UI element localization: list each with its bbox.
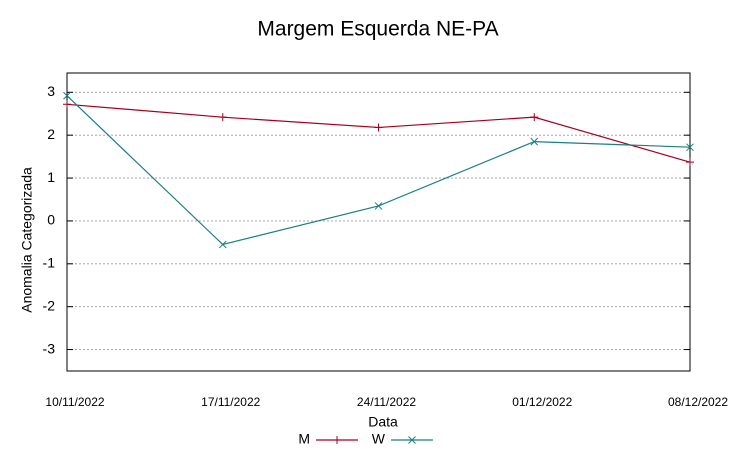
x-tick-label: 24/11/2022 [357, 395, 416, 409]
point [530, 113, 539, 122]
point [374, 202, 383, 210]
legend-label: M [298, 431, 310, 447]
y-tick-label: 3 [47, 83, 55, 99]
point [530, 137, 539, 146]
point [63, 91, 71, 100]
point [374, 123, 383, 132]
y-tick-label: -1 [43, 255, 56, 271]
x-axis-label: Data [368, 414, 398, 430]
y-tick-label: 1 [47, 169, 55, 185]
point [218, 113, 227, 122]
point [686, 143, 694, 152]
y-tick-label: -3 [43, 340, 56, 356]
point [218, 240, 227, 249]
series-line [66, 103, 691, 163]
x-tick-label: 10/11/2022 [45, 395, 104, 409]
plot-frame [66, 72, 691, 372]
legend-marker [333, 436, 341, 444]
y-tick-label: 2 [47, 126, 55, 142]
y-axis-label: Anomalia Categorizada [19, 167, 35, 313]
point [63, 100, 71, 109]
series-line [66, 95, 691, 246]
x-tick-label: 01/12/2022 [512, 395, 572, 409]
x-tick-label: 17/11/2022 [201, 395, 260, 409]
y-tick-label: 0 [47, 212, 55, 228]
y-tick-label: -2 [43, 297, 56, 313]
legend-label: W [372, 431, 386, 447]
x-tick-label: 08/12/2022 [668, 395, 728, 409]
chart-title: Margem Esquerda NE-PA [257, 18, 498, 41]
legend-marker [408, 436, 416, 444]
point [686, 158, 694, 167]
